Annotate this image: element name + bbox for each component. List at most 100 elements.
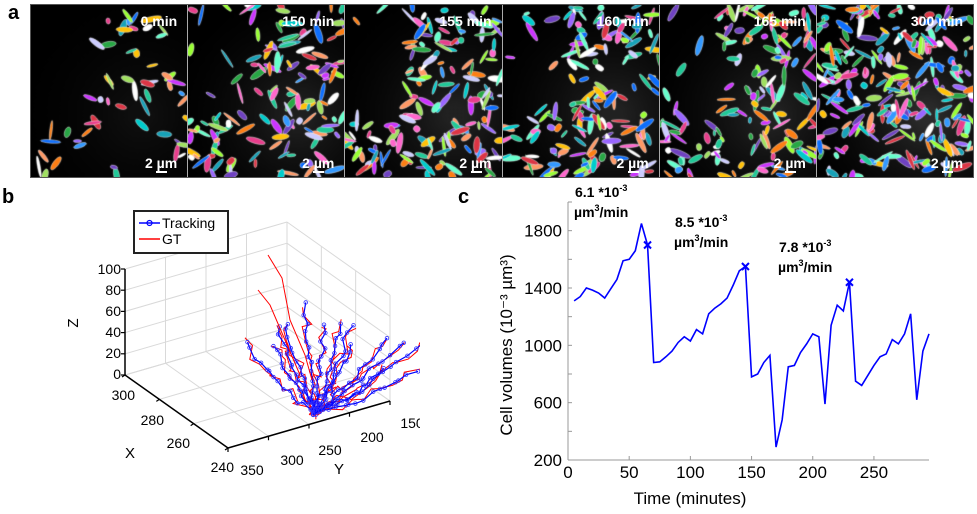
microscopy-frame: 300 min 2 µm <box>816 5 974 177</box>
tracking-trajectory <box>312 370 419 415</box>
grid-line <box>286 242 391 317</box>
tracking-point <box>287 376 293 381</box>
tracking-point <box>315 393 321 398</box>
tracking-point <box>303 339 309 344</box>
tracking-point <box>323 330 328 336</box>
tracking-point <box>367 375 373 381</box>
tracking-point <box>401 340 406 345</box>
z-tick: 100 <box>98 261 122 277</box>
scale-bar-label: 2 µm <box>302 155 335 171</box>
tracking-point <box>317 408 323 413</box>
tracking-point <box>367 382 372 387</box>
tracking-point <box>314 390 320 396</box>
tracking-point <box>305 354 311 360</box>
tracking-point <box>356 366 362 372</box>
tracking-point <box>332 350 337 356</box>
tracking-point <box>303 328 308 334</box>
tracking-trajectory <box>311 324 354 410</box>
y-tick: 300 <box>280 452 304 468</box>
tracking-point <box>298 393 304 399</box>
tracking-point <box>370 357 375 362</box>
legend: Tracking GT <box>133 210 229 254</box>
tracking-point <box>328 384 334 390</box>
tracking-point <box>343 403 349 408</box>
division-marker <box>643 240 652 250</box>
tracking-point <box>324 379 330 384</box>
microscopy-frame: 150 min 2 µm <box>188 5 346 177</box>
division-marker <box>845 278 854 287</box>
ground-truth-trajectory <box>244 337 315 415</box>
tracking-point <box>284 351 290 357</box>
z-tick: 0 <box>113 366 121 382</box>
tracking-point <box>338 331 343 336</box>
x-tick: 240 <box>211 459 235 475</box>
tracking-point <box>328 358 334 363</box>
tracking-point <box>301 312 306 318</box>
z-axis-label: Z <box>65 318 82 327</box>
tracking-point <box>323 346 328 351</box>
tracking-point <box>285 321 291 327</box>
tracking-point <box>371 389 376 394</box>
growth-rate-unit: µm3/min <box>574 203 628 220</box>
chart-axes <box>567 201 929 461</box>
tracking-point <box>324 390 329 395</box>
grid-line <box>286 285 391 360</box>
tracking-point <box>339 391 345 397</box>
tracking-point <box>326 407 331 412</box>
y-tick: 250 <box>318 442 342 458</box>
tracking-point <box>305 401 310 407</box>
tracking-point <box>332 366 338 372</box>
scale-bar <box>942 171 954 173</box>
tracking-point <box>314 384 320 389</box>
x-tick-label: 150 <box>737 463 765 482</box>
tracking-point <box>336 387 341 392</box>
scale-bar <box>627 171 639 173</box>
x-tick: 260 <box>167 435 191 451</box>
y-tick: 350 <box>240 462 264 478</box>
tracking-point <box>360 382 366 388</box>
tracking-point <box>387 352 393 358</box>
tracking-point <box>309 395 314 400</box>
marker-stroke <box>643 240 652 250</box>
grid-line <box>124 263 288 312</box>
tracking-point <box>361 376 366 381</box>
tracking-point <box>403 372 409 378</box>
tracking-point <box>351 323 356 328</box>
x-tick-label: 0 <box>563 463 572 482</box>
tracking-point <box>405 353 410 358</box>
y-axis-label: Y <box>334 461 344 478</box>
tracking-point <box>265 367 270 373</box>
scale-bar <box>470 171 482 173</box>
tracking-point <box>337 369 342 375</box>
tracking-point <box>350 382 355 388</box>
tracking-point <box>341 353 346 359</box>
tracking-point <box>275 378 280 384</box>
z-tick: 80 <box>105 282 121 298</box>
tracking-point <box>388 364 393 369</box>
frame-time-label: 165 min <box>753 13 806 29</box>
cell-segmentation-image <box>31 5 188 177</box>
tracking-point <box>271 343 276 349</box>
tracking-point <box>279 361 285 366</box>
tracking-point <box>306 396 311 401</box>
y-tick-label: 600 <box>534 394 562 413</box>
tracking-point <box>339 398 345 404</box>
growth-rate-annotation: 6.1 *10-3 <box>575 183 627 200</box>
panel-label-b: b <box>2 186 15 208</box>
tracking-point <box>321 322 327 327</box>
tracking-point <box>319 371 324 377</box>
tracking-point <box>335 372 340 377</box>
cell-segmentation-image <box>188 5 345 177</box>
tracking-point <box>330 392 336 398</box>
tracking-point <box>321 405 326 410</box>
tracking-point <box>344 359 349 364</box>
grid-line <box>286 306 391 381</box>
tracking-point <box>287 373 292 378</box>
tracking-point <box>295 401 300 406</box>
tracking-point <box>382 385 387 390</box>
tracking-point <box>278 352 283 357</box>
x-tick-label: 50 <box>620 463 639 482</box>
tracking-point <box>284 334 290 340</box>
tracking-trajectory <box>317 344 420 412</box>
marker-stroke <box>845 278 854 287</box>
